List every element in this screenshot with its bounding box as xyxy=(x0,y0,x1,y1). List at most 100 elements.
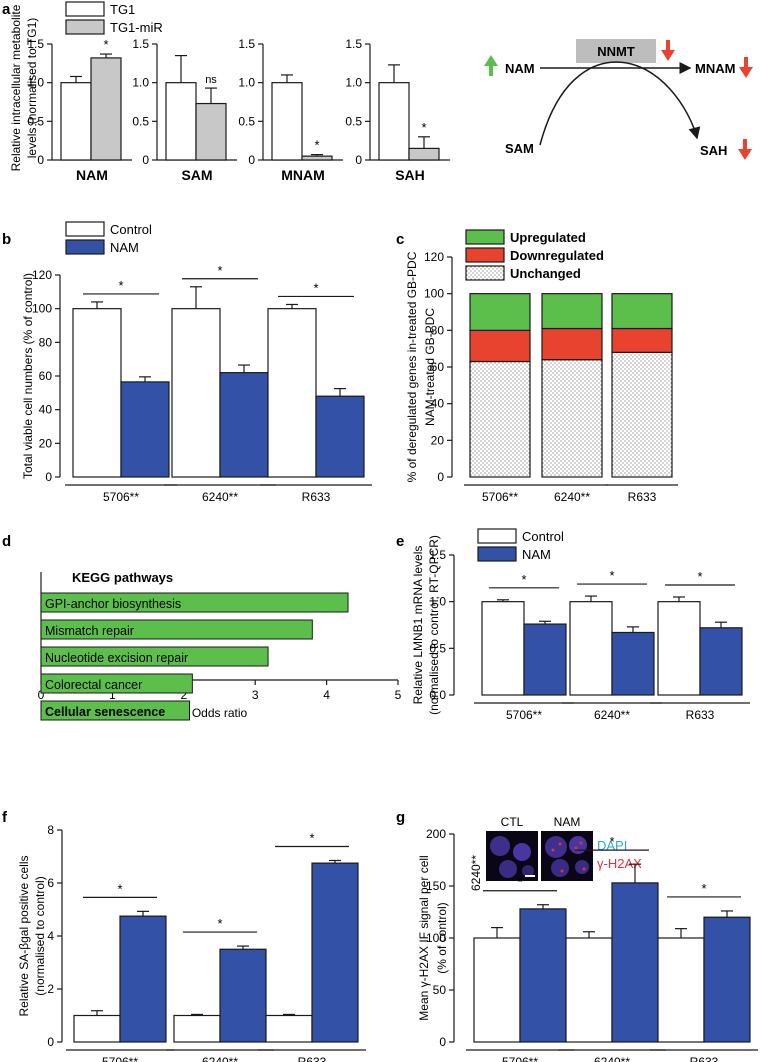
panel-b-significance-mark: * xyxy=(313,280,318,295)
panel-label-g: g xyxy=(396,809,405,826)
panel-label-c: c xyxy=(396,231,404,248)
panel-f-y-tick-label: 8 xyxy=(47,823,54,837)
panel-a-x-label: SAH xyxy=(395,167,425,183)
panel-c-y-tick-label: 40 xyxy=(431,397,445,411)
panel-e-legend-nam-swatch xyxy=(477,546,517,562)
sah-down-arrow-icon xyxy=(738,139,752,160)
panel-label-f: f xyxy=(2,809,8,826)
micrograph-scale-bar xyxy=(525,875,535,877)
panel-a-bar-tg1 xyxy=(271,82,303,161)
panel-f-bar-control xyxy=(265,1014,313,1043)
panel-d-bar xyxy=(40,700,191,721)
nucleus xyxy=(575,860,589,874)
panel-a-sah-y-tick-label: 0 xyxy=(355,153,362,167)
panel-b-bar-control xyxy=(72,308,122,478)
panel-label-d: d xyxy=(2,533,11,550)
panel-g-bar-nam xyxy=(611,882,659,1043)
panel-b-y-axis-title: Total viable cell numbers (% of control) xyxy=(21,273,35,479)
panel-g-x-tick-label: 6240** xyxy=(594,1055,630,1062)
micrograph-ctl-label: CTL xyxy=(501,815,524,829)
mnam-metabolite-label: MNAM xyxy=(695,61,735,76)
panel-c-legend-label: Unchanged xyxy=(510,266,581,281)
panel-a-x-label: MNAM xyxy=(281,167,325,183)
panel-a-bar-tg1 xyxy=(165,82,197,161)
panel-d-bar-label: Mismatch repair xyxy=(45,624,134,638)
panel-b-bar-nam xyxy=(120,381,170,478)
panel-d-bar-label: GPI-anchor biosynthesis xyxy=(45,597,181,611)
panel-e-y-axis-title: Relative LMNB1 mRNA levels xyxy=(411,546,425,705)
nucleus xyxy=(569,836,587,854)
panel-g-significance-mark: * xyxy=(609,834,614,849)
panel-f-bar-control xyxy=(73,1014,121,1043)
panel-d-bar xyxy=(40,673,193,694)
panel-b-significance-mark: * xyxy=(118,278,123,293)
panel-g-y-axis-title: Mean γ-H2AX IF signal per cell xyxy=(417,855,431,1020)
sam-metabolite-label: SAM xyxy=(505,141,534,156)
panel-e-bar-nam xyxy=(611,631,655,696)
panel-d-bar-label: Cellular senescence xyxy=(45,705,165,719)
panel-a-sam-y-tick-label: 0.5 xyxy=(132,114,149,128)
panel-b-legend-nam-label: NAM xyxy=(110,240,139,255)
panel-f-y-tick-label: 0 xyxy=(47,1035,54,1049)
panel-g-significance-mark: * xyxy=(517,875,522,890)
panel-a-sah-y-tick-label: 1.0 xyxy=(345,76,362,90)
panel-f-x-tick-label: R633 xyxy=(298,1055,327,1062)
h2ax-focus xyxy=(579,841,583,845)
panel-c-segment-upregulated xyxy=(469,293,531,331)
h2ax-focus xyxy=(551,848,555,852)
panel-g-bar-nam xyxy=(519,908,567,1043)
panel-g-y-axis-title-line2: (% of control) xyxy=(435,902,449,973)
panel-c-y-axis-title: % of deregulated genes in-treated GB-PDC xyxy=(405,251,419,482)
panel-label-e: e xyxy=(396,533,404,550)
panel-a-sam-y-tick-label: 0 xyxy=(142,153,149,167)
panel-f-y-tick-label: 4 xyxy=(47,929,54,943)
panel-b-bar-control xyxy=(267,308,317,478)
panel-c-segment-downregulated xyxy=(541,327,603,361)
panel-c-x-tick-label: 5706** xyxy=(482,490,518,504)
panel-a-legend-tg1-mir-label: TG1-miR xyxy=(110,20,163,35)
panel-b-legend-nam-swatch xyxy=(65,239,105,255)
panel-d-bar-label: Colorectal cancer xyxy=(45,678,142,692)
panel-c-y-tick-label: 80 xyxy=(431,323,445,337)
panel-g-y-tick-label: 0 xyxy=(439,1035,446,1049)
panel-a-significance-mark: * xyxy=(314,138,319,153)
panel-e-legend-nam-label: NAM xyxy=(522,547,551,562)
panel-e-y-tick-label: 1.5 xyxy=(429,548,446,562)
panel-d-bar xyxy=(40,619,313,640)
micrograph-sample-label: 6240** xyxy=(469,855,483,891)
panel-e-bar-nam xyxy=(523,623,567,696)
panel-a-x-label: SAM xyxy=(181,167,212,183)
panel-a-bar-tg1 xyxy=(60,82,92,161)
panel-a-bar-tg1-mir xyxy=(301,155,333,161)
panel-b-x-tick-label: R633 xyxy=(302,490,331,504)
panel-c-segment-upregulated xyxy=(611,293,673,330)
charts-layer: 0 0.5 1.0 1.5 * NAM 0 0.5 1.0 1.5 ns SAM 0 0.5 1.0 1.5 *… xyxy=(17,1,758,1062)
panel-a-significance-mark: * xyxy=(103,37,108,52)
panel-e-y-tick-label: 0.0 xyxy=(429,688,446,702)
panel-e-x-tick-label: R633 xyxy=(686,708,715,722)
panel-b-y-tick-label: 100 xyxy=(32,302,52,316)
panel-a-x-label: NAM xyxy=(76,167,108,183)
nnmt-label: NNMT xyxy=(597,44,635,59)
h2ax-legend-label: γ-H2AX xyxy=(597,856,642,871)
nucleus xyxy=(490,836,510,856)
mnam-down-arrow-icon xyxy=(739,57,753,78)
panel-e-y-axis-title-line2: (normalised to control, RT-QPCR) xyxy=(427,535,441,715)
panel-c-legend-label: Downregulated xyxy=(510,248,604,263)
panel-a-nam-y-tick-label: 0 xyxy=(37,153,44,167)
nnmt-pathway-diagram: NNMT NAM MNAM SAM SAH xyxy=(484,39,753,160)
panel-b-x-tick-label: 6240** xyxy=(202,490,238,504)
panel-a-sah-y-tick-label: 0.5 xyxy=(345,114,362,128)
nucleus xyxy=(522,865,534,877)
panel-f-bar-control xyxy=(173,1014,221,1043)
panel-e-x-tick-label: 6240** xyxy=(594,708,630,722)
panel-f-significance-mark: * xyxy=(217,916,222,931)
sah-metabolite-label: SAH xyxy=(700,143,727,158)
panel-e-legend-control-label: Control xyxy=(522,529,564,544)
panel-e-y-tick-label: 0.5 xyxy=(429,641,446,655)
nucleus xyxy=(513,843,531,861)
panel-a-nam-y-tick-label: 1.5 xyxy=(27,37,44,51)
panel-g-bar-control xyxy=(473,937,521,1043)
panel-g-significance-mark: * xyxy=(701,881,706,896)
panel-f-y-axis-title-line2: (normalised to control) xyxy=(33,876,47,995)
